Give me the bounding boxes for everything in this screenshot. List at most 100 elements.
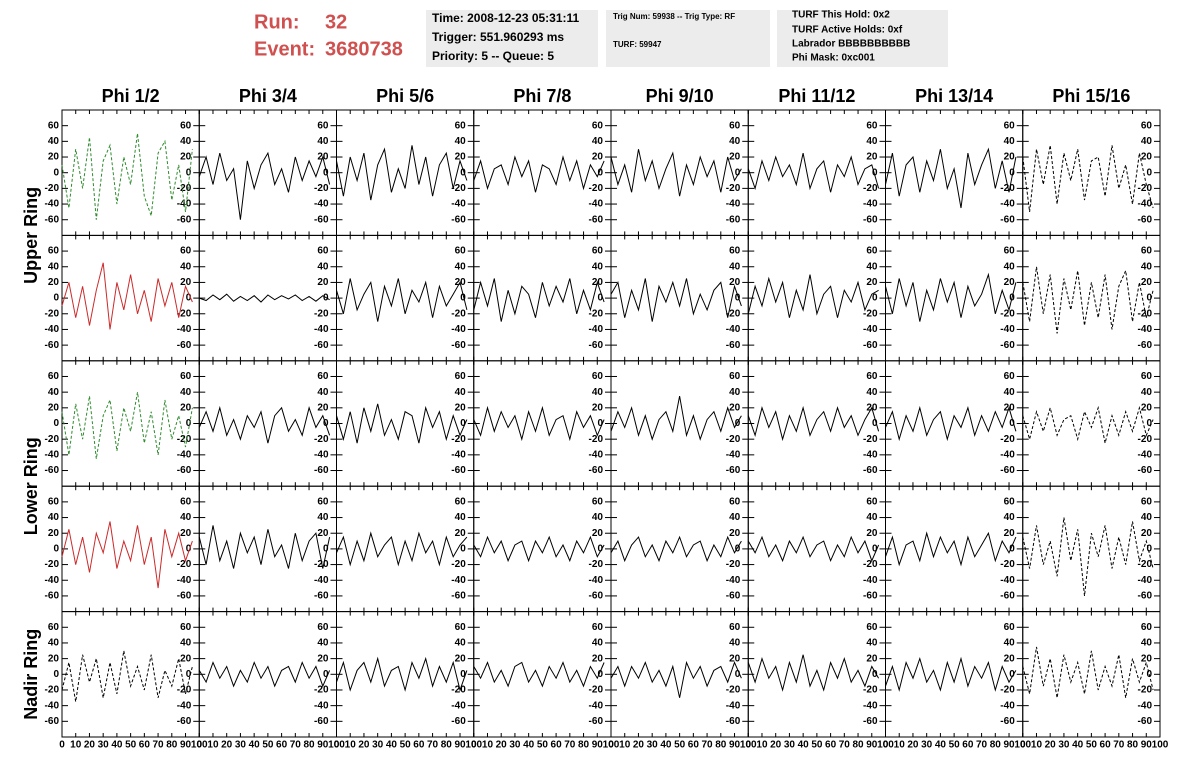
y-tick-label: -40 bbox=[726, 324, 741, 335]
x-tick-label: 70 bbox=[564, 740, 576, 751]
y-tick-label: -40 bbox=[1138, 449, 1153, 460]
y-tick-label: 0 bbox=[53, 167, 59, 178]
y-tick-label: -60 bbox=[863, 214, 878, 225]
y-tick-label: -60 bbox=[589, 214, 604, 225]
x-tick-label: 20 bbox=[1045, 740, 1057, 751]
y-tick-label: 0 bbox=[735, 544, 741, 555]
y-tick-label: 60 bbox=[866, 622, 878, 633]
y-tick-label: -60 bbox=[863, 465, 878, 476]
y-tick-label: -40 bbox=[314, 700, 329, 711]
y-tick-label: 20 bbox=[180, 152, 192, 163]
y-tick-label: 0 bbox=[460, 418, 466, 429]
column-title: Phi 7/8 bbox=[513, 86, 571, 106]
y-tick-label: -60 bbox=[45, 591, 60, 602]
y-tick-label: 60 bbox=[180, 120, 192, 131]
x-tick-label: 50 bbox=[674, 740, 686, 751]
y-tick-label: -40 bbox=[451, 575, 466, 586]
y-tick-label: -20 bbox=[1000, 559, 1015, 570]
y-tick-label: -40 bbox=[726, 449, 741, 460]
y-tick-label: 20 bbox=[180, 653, 192, 664]
x-tick-label: 80 bbox=[1127, 740, 1139, 751]
y-tick-label: -20 bbox=[863, 559, 878, 570]
column-title: Phi 3/4 bbox=[239, 86, 297, 106]
y-tick-label: -60 bbox=[726, 340, 741, 351]
y-tick-label: -40 bbox=[451, 449, 466, 460]
y-tick-label: 0 bbox=[735, 669, 741, 680]
y-tick-label: 0 bbox=[323, 293, 329, 304]
waveform bbox=[473, 661, 605, 688]
x-tick-label: 40 bbox=[111, 740, 123, 751]
y-tick-label: -60 bbox=[863, 591, 878, 602]
y-tick-label: 60 bbox=[1004, 246, 1016, 257]
y-tick-label: -40 bbox=[1000, 575, 1015, 586]
x-tick-label: 40 bbox=[249, 740, 261, 751]
turf-active: TURF Active Holds: 0xf bbox=[792, 25, 903, 36]
x-tick-label: 30 bbox=[98, 740, 110, 751]
y-tick-label: 40 bbox=[866, 638, 878, 649]
x-tick-label: 10 bbox=[1031, 740, 1043, 751]
y-tick-label: 40 bbox=[729, 136, 741, 147]
y-tick-label: -20 bbox=[726, 308, 741, 319]
y-tick-label: 60 bbox=[866, 120, 878, 131]
x-tick-label: 60 bbox=[276, 740, 288, 751]
run-number: 32 bbox=[325, 11, 347, 33]
x-tick-label: 50 bbox=[811, 740, 823, 751]
y-tick-label: -40 bbox=[589, 700, 604, 711]
y-tick-label: 20 bbox=[866, 277, 878, 288]
y-tick-label: -60 bbox=[726, 465, 741, 476]
y-tick-label: 20 bbox=[48, 653, 60, 664]
y-tick-label: 60 bbox=[317, 371, 329, 382]
x-tick-label: 100 bbox=[328, 740, 345, 751]
x-tick-label: 90 bbox=[592, 740, 604, 751]
y-tick-label: 40 bbox=[455, 261, 467, 272]
waveform bbox=[473, 155, 605, 193]
y-tick-label: 20 bbox=[592, 653, 604, 664]
y-tick-label: 20 bbox=[592, 152, 604, 163]
x-tick-label: 80 bbox=[990, 740, 1002, 751]
y-tick-label: -40 bbox=[589, 575, 604, 586]
y-tick-label: 20 bbox=[729, 277, 741, 288]
x-tick-label: 90 bbox=[729, 740, 741, 751]
y-tick-label: -40 bbox=[1000, 449, 1015, 460]
y-tick-label: -20 bbox=[589, 685, 604, 696]
y-tick-label: -40 bbox=[451, 199, 466, 210]
y-tick-label: 40 bbox=[180, 638, 192, 649]
y-tick-label: 20 bbox=[1004, 528, 1016, 539]
y-tick-label: -40 bbox=[314, 324, 329, 335]
y-tick-label: -20 bbox=[589, 308, 604, 319]
y-tick-label: 60 bbox=[455, 371, 467, 382]
waveform bbox=[747, 654, 880, 692]
column-title: Phi 1/2 bbox=[102, 86, 160, 106]
y-tick-label: 20 bbox=[455, 152, 467, 163]
y-tick-label: 40 bbox=[455, 387, 467, 398]
x-tick-label: 20 bbox=[221, 740, 233, 751]
y-tick-label: 0 bbox=[186, 418, 192, 429]
y-tick-label: -40 bbox=[589, 449, 604, 460]
y-tick-label: 0 bbox=[597, 544, 603, 555]
y-tick-label: 0 bbox=[460, 293, 466, 304]
y-tick-label: 40 bbox=[1004, 512, 1016, 523]
x-tick-label: 10 bbox=[619, 740, 631, 751]
y-tick-label: -40 bbox=[1138, 575, 1153, 586]
y-tick-label: 60 bbox=[180, 371, 192, 382]
x-tick-label: 70 bbox=[427, 740, 439, 751]
waveform bbox=[747, 152, 880, 193]
y-tick-label: -20 bbox=[1138, 685, 1153, 696]
x-tick-label: 80 bbox=[852, 740, 864, 751]
waveform bbox=[473, 405, 605, 442]
waveform bbox=[473, 535, 605, 563]
event-label: Event: bbox=[254, 38, 315, 60]
x-tick-label: 80 bbox=[166, 740, 178, 751]
y-tick-label: -60 bbox=[177, 465, 192, 476]
y-tick-label: 40 bbox=[317, 387, 329, 398]
y-tick-label: 0 bbox=[323, 669, 329, 680]
x-tick-label: 70 bbox=[702, 740, 714, 751]
y-tick-label: -20 bbox=[45, 308, 60, 319]
y-tick-label: 60 bbox=[455, 246, 467, 257]
x-tick-label: 20 bbox=[496, 740, 508, 751]
y-tick-label: 60 bbox=[1141, 246, 1153, 257]
y-tick-label: 20 bbox=[48, 528, 60, 539]
y-tick-label: -40 bbox=[314, 199, 329, 210]
waveform bbox=[747, 274, 879, 318]
y-tick-label: -20 bbox=[314, 183, 329, 194]
